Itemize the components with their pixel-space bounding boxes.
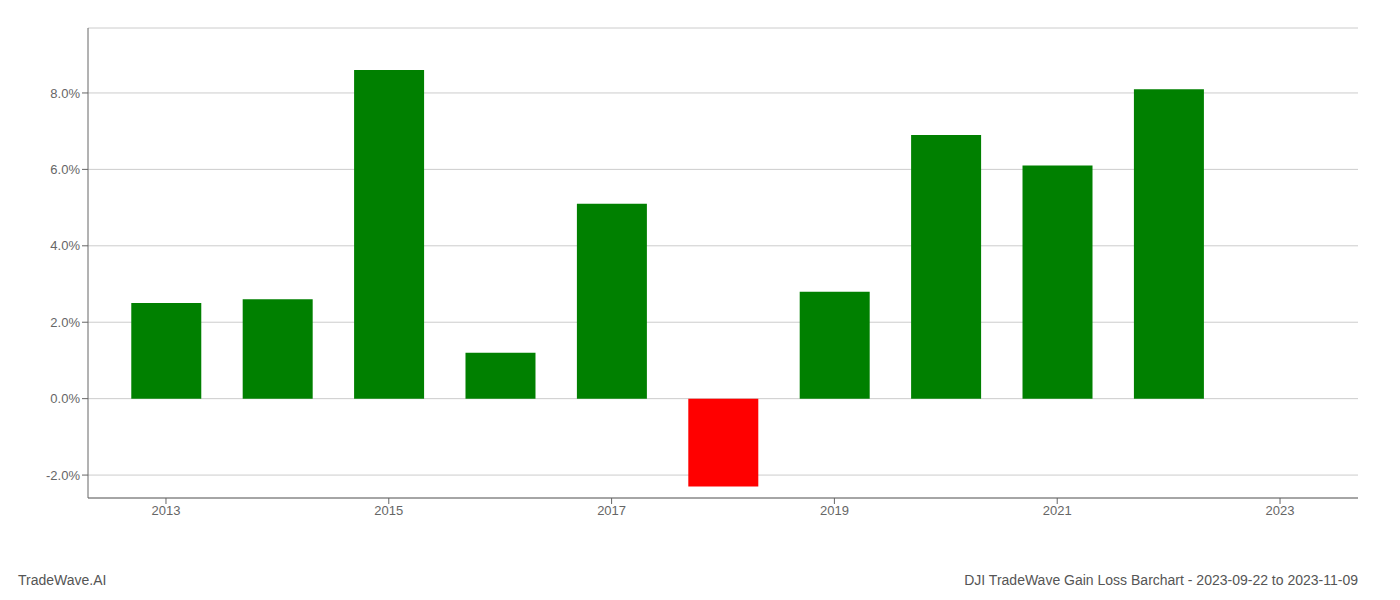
svg-text:0.0%: 0.0% [50,391,80,406]
svg-text:8.0%: 8.0% [50,86,80,101]
svg-text:2013: 2013 [152,503,181,518]
svg-text:2015: 2015 [374,503,403,518]
svg-text:2023: 2023 [1266,503,1295,518]
svg-text:4.0%: 4.0% [50,238,80,253]
svg-text:2.0%: 2.0% [50,315,80,330]
svg-text:2021: 2021 [1043,503,1072,518]
svg-text:2019: 2019 [820,503,849,518]
svg-text:2017: 2017 [597,503,626,518]
svg-text:6.0%: 6.0% [50,162,80,177]
html-text:DJI TradeWave Gain Loss Barcha: DJI TradeWave Gain Loss Barchart - 2023-… [964,572,1358,588]
html-text:TradeWave.AI: TradeWave.AI [18,572,107,588]
svg-text:-2.0%: -2.0% [46,468,80,483]
